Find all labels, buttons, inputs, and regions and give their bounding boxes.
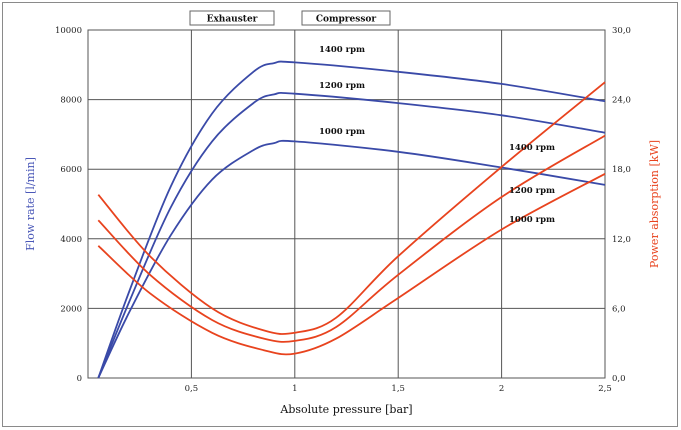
y-left-tick-label: 0 (77, 374, 82, 384)
exhauster-label: Exhauster (207, 15, 258, 25)
exhauster-label-box (189, 10, 275, 26)
y-left-tick-label: 8000 (60, 96, 82, 106)
power-line-1200-rpm (97, 134, 606, 343)
tick-labels: 0,5 1 1,5 2 2,5 0 2000 4000 6000 8000 10000 0,0 6,0 1… (55, 26, 631, 394)
rpm-labels: 1400 rpm 1200 rpm 1000 rpm 1400 rpm 1200 rpm… (319, 45, 555, 225)
y-left-tick-label: 6000 (60, 165, 82, 175)
flow-line-1000-rpm (97, 139, 606, 379)
compressor-label-box (301, 10, 391, 26)
x-tick-label: 1 (292, 384, 297, 394)
y-right-tick-label: 30,0 (612, 26, 631, 36)
series (97, 60, 606, 379)
power-rpm-label: 1200 rpm (509, 186, 555, 196)
y-axis-left-title: Flow rate [l/min] (24, 157, 37, 251)
flow-line-1400-rpm (97, 60, 606, 379)
y-left-tick-label: 4000 (60, 235, 82, 245)
mode-labels: Exhauster Compressor (189, 10, 391, 26)
power-rpm-label: 1400 rpm (509, 143, 555, 153)
y-right-tick-label: 6,0 (612, 304, 626, 314)
power-rpm-label: 1000 rpm (509, 215, 555, 225)
x-tick-label: 1,5 (391, 384, 405, 394)
y-right-tick-label: 0,0 (612, 374, 626, 384)
compressor-label: Compressor (316, 15, 377, 25)
y-left-tick-label: 10000 (55, 26, 82, 36)
flow-rpm-label: 1000 rpm (319, 127, 365, 137)
flow-rpm-label: 1400 rpm (319, 45, 365, 55)
y-left-tick-label: 2000 (60, 304, 82, 314)
x-tick-label: 0,5 (185, 384, 199, 394)
y-right-tick-label: 12,0 (612, 235, 631, 245)
power-line-1400-rpm (97, 81, 606, 335)
flow-line-1200-rpm (97, 91, 606, 379)
x-axis-title: Absolute pressure [bar] (279, 403, 412, 416)
y-right-tick-label: 18,0 (612, 165, 631, 175)
y-right-tick-label: 24,0 (612, 96, 631, 106)
x-tick-label: 2 (499, 384, 504, 394)
plot-border (87, 29, 606, 379)
y-axis-right-title: Power absorption [kW] (648, 140, 661, 268)
x-tick-label: 2,5 (598, 384, 612, 394)
flow-rpm-label: 1200 rpm (319, 81, 365, 91)
power-line-1000-rpm (97, 173, 606, 356)
